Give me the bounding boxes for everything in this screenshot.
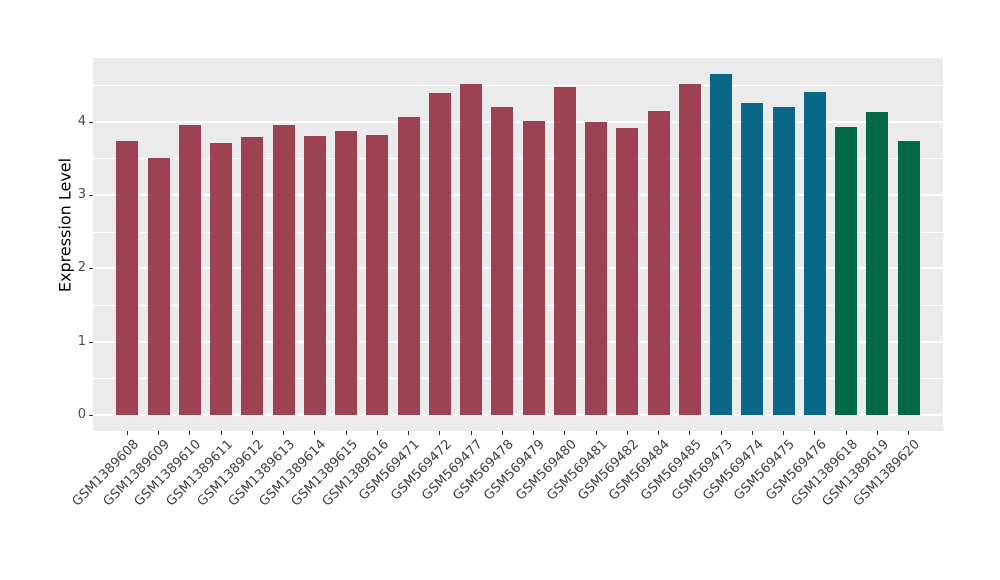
bar-GSM569475 [772,107,795,415]
x-tick-mark [501,431,503,435]
bar-GSM1389609 [147,157,170,415]
x-tick-mark [470,431,472,435]
minor-gridline [93,378,943,380]
y-tick-mark [89,415,93,416]
y-tick-label: 1 [77,333,86,349]
bar-GSM1389615 [335,130,358,415]
major-gridline [93,120,943,123]
bar-GSM1389611 [210,143,233,415]
bar-GSM569482 [616,127,639,415]
plot-panel [93,58,943,431]
y-tick-label: 4 [77,113,86,129]
major-gridline [93,340,943,343]
x-tick-mark [783,431,785,435]
bar-GSM569473 [710,74,733,415]
x-tick-mark [220,431,222,435]
bar-GSM1389613 [272,125,295,415]
bar-GSM1389614 [303,135,326,415]
minor-gridline [93,305,943,307]
bar-GSM569476 [803,92,826,415]
y-tick-mark [89,268,93,270]
y-tick-label: 3 [77,187,86,203]
y-tick-mark [89,195,93,197]
minor-gridline [93,85,943,87]
major-gridline [93,194,943,197]
x-tick-mark [376,431,378,435]
x-tick-mark [283,431,285,435]
bar-GSM569484 [647,110,670,415]
major-gridline [93,267,943,270]
bar-GSM569480 [553,86,576,415]
bar-GSM569481 [585,121,608,415]
bar-GSM569478 [491,107,514,415]
x-tick-mark [908,431,910,435]
bar-GSM569474 [741,102,764,415]
x-tick-mark [626,431,628,435]
x-tick-mark [845,431,847,435]
x-tick-mark [814,431,816,435]
x-tick-mark [595,431,597,435]
x-tick-mark [689,431,691,435]
x-tick-mark [408,431,410,435]
x-tick-mark [533,431,535,435]
y-tick-label: 0 [77,407,86,422]
bar-GSM1389620 [897,140,920,415]
x-tick-mark [439,431,441,435]
bar-GSM569477 [460,84,483,415]
y-tick-label: 2 [77,260,86,276]
bar-GSM569471 [397,116,420,415]
x-tick-mark [345,431,347,435]
y-tick-mark [89,341,93,343]
x-tick-mark [751,431,753,435]
x-tick-mark [251,431,253,435]
bar-GSM1389610 [178,124,201,415]
bar-GSM569479 [522,121,545,415]
bar-GSM1389619 [866,111,889,415]
bar-GSM569472 [428,93,451,415]
x-tick-mark [126,431,128,435]
major-gridline [93,414,943,416]
bar-GSM569485 [678,83,701,415]
bar-GSM1389616 [366,134,389,415]
x-tick-mark [658,431,660,435]
minor-gridline [93,231,943,233]
bar-GSM1389612 [241,137,264,415]
x-tick-mark [158,431,160,435]
x-tick-mark [314,431,316,435]
x-tick-mark [876,431,878,435]
x-tick-mark [720,431,722,435]
bar-GSM1389618 [835,126,858,415]
x-tick-mark [189,431,191,435]
y-tick-mark [89,121,93,123]
x-tick-mark [564,431,566,435]
minor-gridline [93,158,943,160]
bar-GSM1389608 [116,140,139,415]
